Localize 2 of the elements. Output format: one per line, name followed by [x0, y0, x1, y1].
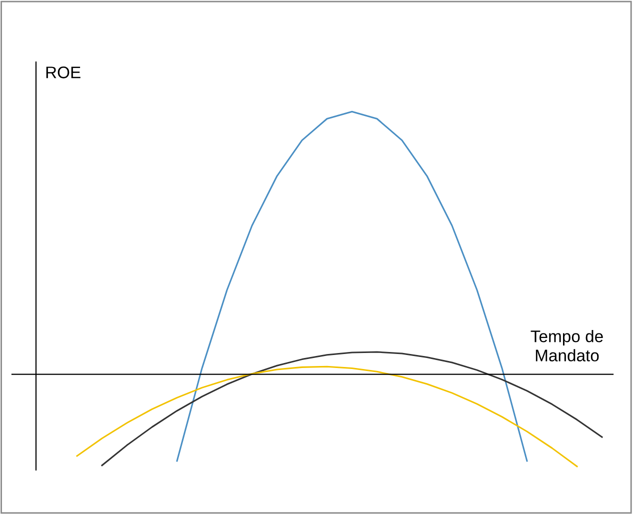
y-axis-title: ROE [46, 66, 80, 78]
x-axis-title: Tempo de Mandato [530, 330, 603, 362]
